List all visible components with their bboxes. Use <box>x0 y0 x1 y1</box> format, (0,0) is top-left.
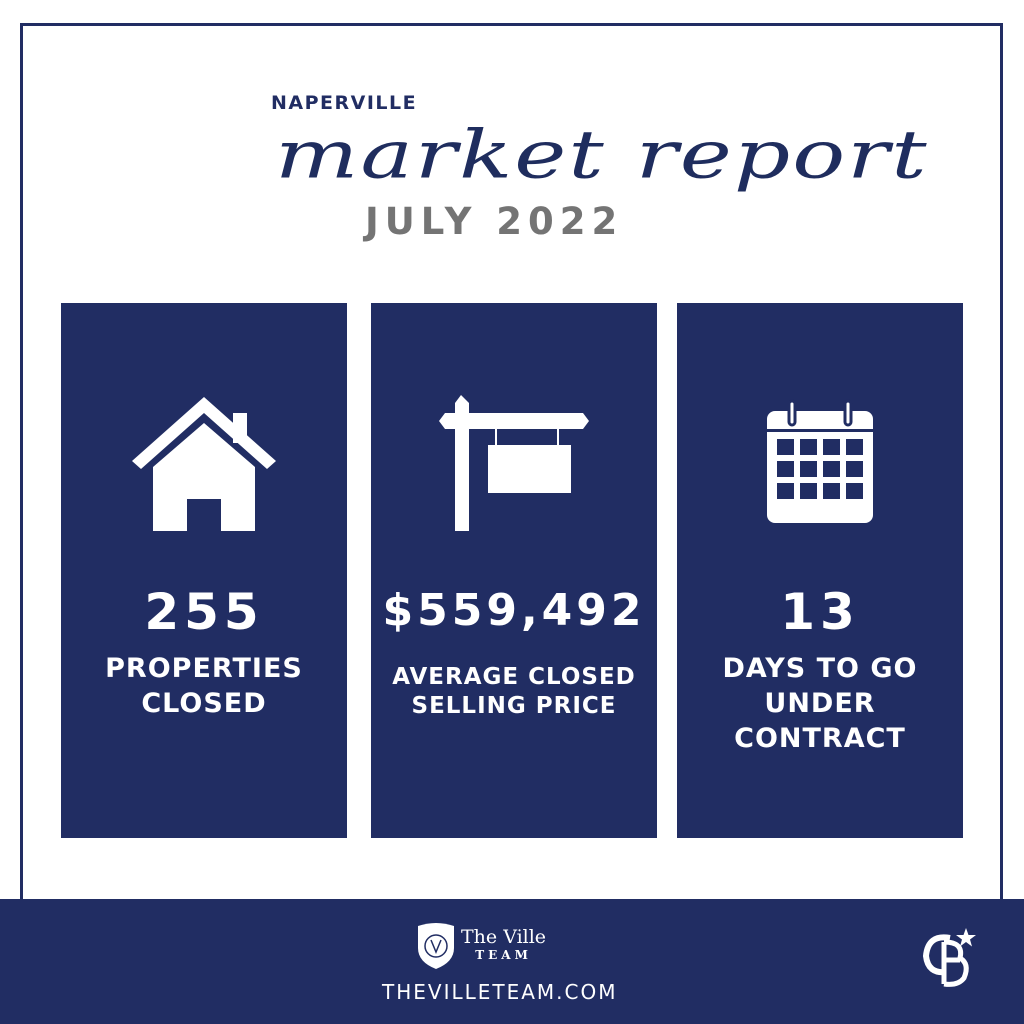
stat-panel-average-price: $559,492 AVERAGE CLOSED SELLING PRICE <box>371 303 657 838</box>
calendar-icon <box>677 395 963 535</box>
house-icon <box>61 395 347 535</box>
stat-label: DAYS TO GO UNDER CONTRACT <box>722 653 918 754</box>
stat-label: AVERAGE CLOSED SELLING PRICE <box>392 664 636 719</box>
report-month: JULY 2022 <box>365 200 624 243</box>
stat-value: $559,492 <box>382 585 646 636</box>
stat-panel-days-under-contract: 13 DAYS TO GO UNDER CONTRACT <box>677 303 963 838</box>
shield-icon <box>418 923 454 969</box>
footer-bar <box>0 899 1024 1024</box>
the-ville-team-logo: The Ville TEAM <box>415 922 546 970</box>
brand-subtitle: TEAM <box>475 948 532 962</box>
stat-label: PROPERTIES CLOSED <box>105 653 303 719</box>
stat-panel-properties-closed: 255 PROPERTIES CLOSED <box>61 303 347 838</box>
stat-value: 13 <box>780 583 860 641</box>
brand-name: The Ville <box>461 926 547 948</box>
city-label: NAPERVILLE <box>271 92 418 114</box>
stat-value: 255 <box>144 583 264 641</box>
coldwell-banker-logo <box>920 928 976 994</box>
sign-post-icon <box>371 395 657 535</box>
website-url[interactable]: THEVILLETEAM.COM <box>382 980 618 1004</box>
report-title: market report <box>275 116 929 194</box>
